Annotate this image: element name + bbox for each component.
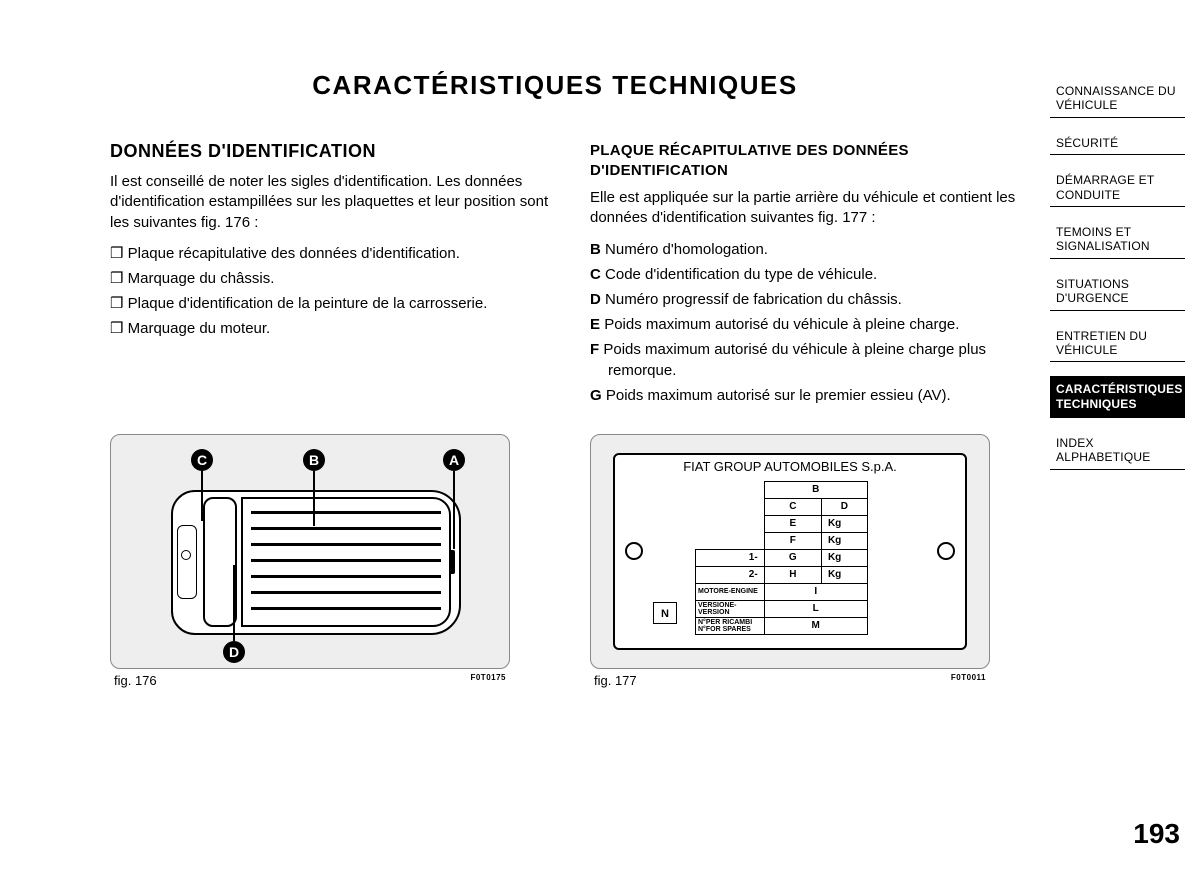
plate-header: FIAT GROUP AUTOMOBILES S.p.A.: [615, 455, 965, 474]
def-text: Numéro progressif de fabrication du châs…: [605, 291, 902, 308]
figure-177: FIAT GROUP AUTOMOBILES S.p.A. N B CD EKg…: [590, 434, 990, 688]
nav-item-vehicle-knowledge[interactable]: CONNAISSANCE DU VÉHICULE: [1050, 80, 1185, 118]
callout-a: A: [443, 449, 465, 471]
nav-item-maintenance[interactable]: ENTRETIEN DU VÉHICULE: [1050, 325, 1185, 363]
manual-page: CARACTÉRISTIQUES TECHNIQUES DONNÉES D'ID…: [50, 40, 1150, 840]
plate-cell: G: [764, 549, 821, 566]
identification-plate: FIAT GROUP AUTOMOBILES S.p.A. N B CD EKg…: [613, 453, 967, 650]
def-key: C: [590, 266, 601, 283]
plate-cell: E: [764, 515, 821, 532]
list-item: Plaque d'identification de la peinture d…: [110, 293, 560, 314]
plate-cell: Kg: [821, 549, 867, 566]
figure-code: F0T0011: [951, 673, 986, 688]
car-logo: [181, 550, 191, 560]
plate-data-table: B CD EKg FKg 1-GKg 2-HKg MOTORE-ENGINEI …: [695, 481, 925, 635]
roof-ridge: [251, 511, 441, 514]
car-windshield: [203, 497, 237, 627]
identification-list: Plaque récapitulative des données d'iden…: [110, 243, 560, 339]
roof-ridge: [251, 543, 441, 546]
plate-cell: N°PER RICAMBIN°FOR SPARES: [696, 617, 765, 634]
nav-item-index[interactable]: INDEX ALPHABETIQUE: [1050, 432, 1185, 470]
roof-ridge: [251, 607, 441, 610]
def-text: Poids maximum autorisé sur le premier es…: [606, 387, 951, 404]
plate-cell: Kg: [821, 532, 867, 549]
list-item: Marquage du moteur.: [110, 318, 560, 339]
plate-cell: Kg: [821, 515, 867, 532]
nav-item-technical-specs[interactable]: CARACTÉRISTIQUES TECHNIQUES: [1050, 376, 1185, 418]
figure-176: C B A D fig. 176 F0T0175: [110, 434, 510, 688]
def-key: E: [590, 316, 600, 333]
nav-item-indicators[interactable]: TEMOINS ET SIGNALISATION: [1050, 221, 1185, 259]
plate-hole-icon: [625, 542, 643, 560]
right-column: PLAQUE RÉCAPITULATIVE DES DONNÉES D'IDEN…: [590, 141, 1040, 410]
def-text: Poids maximum autorisé du véhicule à ple…: [604, 316, 959, 333]
roof-ridge: [251, 559, 441, 562]
plate-n-box: N: [653, 602, 677, 624]
plate-cell: 2-: [696, 566, 765, 583]
def-key: B: [590, 241, 601, 258]
section-nav: CONNAISSANCE DU VÉHICULE SÉCURITÉ DÉMARR…: [1050, 80, 1185, 484]
plate-definitions: B Numéro d'homologation. C Code d'identi…: [590, 239, 1040, 406]
plate-cell: M: [764, 617, 867, 634]
callout-pointer: [233, 565, 235, 641]
page-title: CARACTÉRISTIQUES TECHNIQUES: [150, 70, 1050, 101]
callout-pointer: [313, 471, 315, 526]
car-rear-marker: [449, 550, 455, 574]
roof-ridge: [251, 575, 441, 578]
plate-cell: B: [764, 481, 867, 498]
figure-177-box: FIAT GROUP AUTOMOBILES S.p.A. N B CD EKg…: [590, 434, 990, 669]
list-item: B Numéro d'homologation.: [590, 239, 1040, 260]
figure-code: F0T0175: [470, 673, 506, 688]
page-number: 193: [1133, 818, 1180, 850]
def-key: G: [590, 387, 602, 404]
nav-item-security[interactable]: SÉCURITÉ: [1050, 132, 1185, 155]
callout-pointer: [201, 471, 203, 521]
figure-177-caption: fig. 177 F0T0011: [590, 673, 990, 688]
nav-item-starting-driving[interactable]: DÉMARRAGE ET CONDUITE: [1050, 169, 1185, 207]
plate-cell: Kg: [821, 566, 867, 583]
plate-cell: MOTORE-ENGINE: [696, 583, 765, 600]
callout-pointer: [453, 471, 455, 549]
list-item: E Poids maximum autorisé du véhicule à p…: [590, 314, 1040, 335]
figure-label: fig. 176: [114, 673, 157, 688]
plate-cell: VERSIONE-VERSION: [696, 600, 765, 617]
plate-cell: C: [764, 498, 821, 515]
plate-cell: D: [821, 498, 867, 515]
plate-cell: 1-: [696, 549, 765, 566]
content-columns: DONNÉES D'IDENTIFICATION Il est conseill…: [110, 141, 1040, 410]
list-item: G Poids maximum autorisé sur le premier …: [590, 385, 1040, 406]
list-item: C Code d'identification du type de véhic…: [590, 264, 1040, 285]
list-item: Plaque récapitulative des données d'iden…: [110, 243, 560, 264]
figure-176-caption: fig. 176 F0T0175: [110, 673, 510, 688]
identification-heading: DONNÉES D'IDENTIFICATION: [110, 141, 560, 162]
callout-b: B: [303, 449, 325, 471]
figures-row: C B A D fig. 176 F0T0175 FIAT GROUP AUT: [110, 434, 1040, 688]
car-hood: [177, 525, 197, 599]
roof-ridge: [251, 591, 441, 594]
list-item: Marquage du châssis.: [110, 268, 560, 289]
roof-ridge: [251, 527, 441, 530]
plate-cell: H: [764, 566, 821, 583]
plate-cell: I: [764, 583, 867, 600]
figure-label: fig. 177: [594, 673, 637, 688]
def-text: Poids maximum autorisé du véhicule à ple…: [603, 341, 986, 379]
list-item: D Numéro progressif de fabrication du ch…: [590, 289, 1040, 310]
callout-d: D: [223, 641, 245, 663]
def-text: Code d'identification du type de véhicul…: [605, 266, 877, 283]
identification-intro: Il est conseillé de noter les sigles d'i…: [110, 172, 560, 233]
def-text: Numéro d'homologation.: [605, 241, 768, 258]
plate-intro: Elle est appliquée sur la partie arrière…: [590, 188, 1040, 229]
left-column: DONNÉES D'IDENTIFICATION Il est conseill…: [110, 141, 560, 410]
def-key: D: [590, 291, 601, 308]
nav-item-emergency[interactable]: SITUATIONS D'URGENCE: [1050, 273, 1185, 311]
plate-hole-icon: [937, 542, 955, 560]
plate-cell: L: [764, 600, 867, 617]
def-key: F: [590, 341, 599, 358]
figure-176-box: C B A D: [110, 434, 510, 669]
callout-c: C: [191, 449, 213, 471]
plate-cell: F: [764, 532, 821, 549]
list-item: F Poids maximum autorisé du véhicule à p…: [590, 339, 1040, 381]
plate-heading: PLAQUE RÉCAPITULATIVE DES DONNÉES D'IDEN…: [590, 141, 1040, 180]
